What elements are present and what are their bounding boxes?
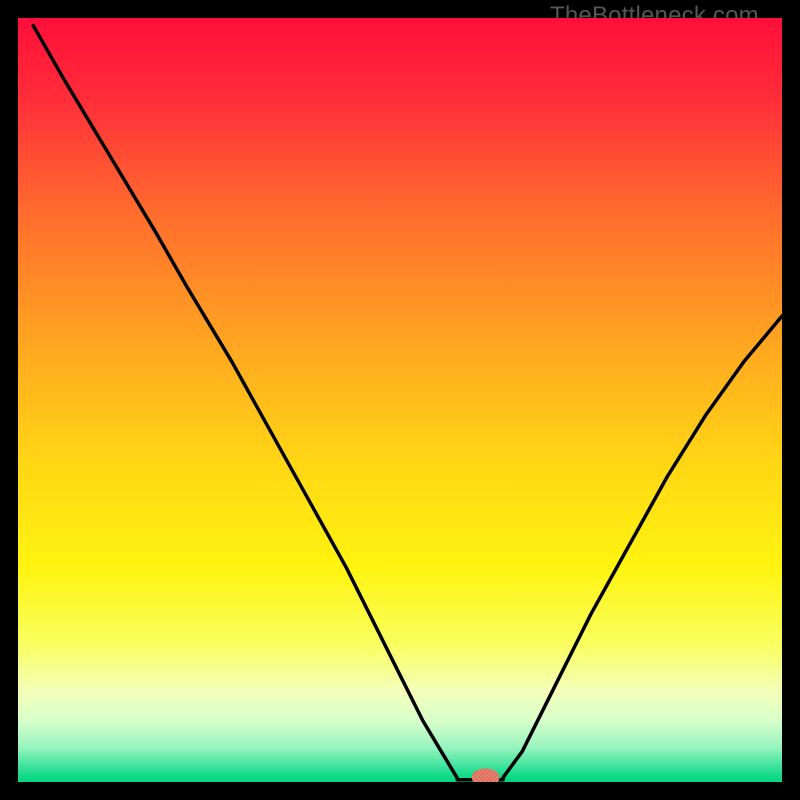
chart-frame: TheBottleneck.com [0,0,800,800]
gradient-background [18,18,782,782]
bottleneck-chart [18,18,782,782]
